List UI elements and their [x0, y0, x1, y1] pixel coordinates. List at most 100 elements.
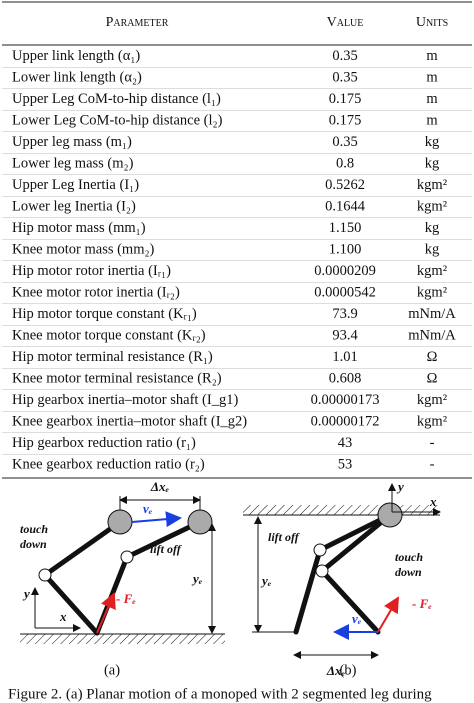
units-cell: m	[426, 91, 438, 107]
units-cell: kgm²	[417, 413, 448, 429]
value-cell: 0.0000542	[314, 284, 376, 300]
hip	[377, 502, 403, 528]
knee	[120, 550, 134, 564]
units-cell: m	[426, 48, 438, 64]
units-cell: kg	[425, 241, 440, 257]
parameter-cell: Hip motor mass (mm₁)	[12, 220, 146, 236]
parameter-cell: Hip motor terminal resistance (R₁)	[12, 349, 213, 365]
ceiling	[243, 505, 440, 515]
parameter-cell: Knee gearbox inertia–motor shaft (I_g2)	[12, 413, 247, 429]
label: Δxₑ	[150, 479, 170, 494]
units-cell: kgm²	[417, 198, 448, 214]
units-cell: -	[430, 435, 435, 451]
parameter-cell: Lower leg Inertia (I₂)	[12, 198, 136, 214]
knee	[315, 564, 329, 578]
label: down	[20, 537, 47, 551]
value-cell: 1.100	[329, 241, 362, 257]
parameter-cell: Hip motor torque constant (Kᵣ₁)	[12, 306, 197, 322]
parameter-table: Parameter Value Units Upper link length …	[2, 1, 472, 479]
value-cell: 0.35	[332, 69, 357, 85]
parameter-cell: Lower Leg CoM-to-hip distance (l₂)	[12, 112, 223, 128]
parameter-cell: Knee motor rotor inertia (Iᵣ₂)	[12, 284, 180, 300]
parameter-cell: Upper Leg CoM-to-hip distance (l₁)	[12, 91, 221, 107]
label: touch	[395, 550, 423, 564]
label: y	[396, 479, 404, 494]
parameter-cell: Lower link length (α₂)	[12, 69, 142, 85]
value-cell: 0.00000172	[311, 413, 380, 429]
value-cell: 0.1644	[325, 198, 366, 214]
parameter-cell: Hip motor rotor inertia (Iᵣ₁)	[12, 263, 171, 279]
label: vₑ	[143, 501, 153, 516]
value-cell: 0.35	[332, 48, 357, 64]
parameter-cell: Knee motor terminal resistance (R₂)	[12, 370, 222, 386]
figure: touch down lift off Δxₑ vₑ - Fₑ yₑ y x (…	[20, 479, 441, 678]
parameter-cell: Knee gearbox reduction ratio (r₂)	[12, 456, 205, 472]
value-cell: 0.5262	[325, 177, 365, 193]
velocity-arrow	[131, 511, 182, 528]
label: - Fₑ	[116, 591, 136, 606]
value-cell: 0.00000173	[311, 392, 380, 408]
value-cell: 43	[338, 435, 353, 451]
leg	[94, 519, 203, 636]
value-cell: 1.01	[332, 349, 357, 365]
caption: Figure 2. (a) Planar motion of a monoped…	[8, 686, 432, 702]
leg	[41, 519, 123, 636]
units-cell: Ω	[427, 349, 438, 365]
label: Δxₑ	[326, 663, 346, 678]
header-cell: Units	[416, 15, 448, 30]
label: x	[429, 494, 437, 509]
units-cell: Ω	[427, 370, 438, 386]
value-cell: 0.8	[336, 155, 354, 171]
parameter-cell: Knee motor mass (mm₂)	[12, 241, 155, 257]
value-cell: 1.150	[329, 220, 362, 236]
value-cell: 0.0000209	[314, 263, 376, 279]
force-arrow	[96, 592, 116, 634]
panel-label: (a)	[104, 662, 120, 678]
label: lift off	[268, 530, 300, 544]
units-cell: kg	[425, 134, 440, 150]
header-cell: Value	[327, 15, 364, 30]
units-cell: kgm²	[417, 284, 448, 300]
panel-label: (b)	[340, 662, 357, 678]
value-cell: 53	[338, 456, 353, 472]
hip	[107, 509, 133, 535]
value-cell: 0.608	[329, 370, 362, 386]
units-cell: kgm²	[417, 263, 448, 279]
parameter-cell: Hip gearbox reduction ratio (r₁)	[12, 435, 196, 451]
parameter-cell: Lower leg mass (m₂)	[12, 155, 134, 171]
force-arrow	[377, 596, 400, 633]
units-cell: mNm/A	[408, 306, 456, 322]
parameter-cell: Upper leg mass (m₁)	[12, 134, 132, 150]
label: - Fₑ	[412, 596, 432, 611]
label: yₑ	[191, 571, 203, 586]
knee	[38, 568, 52, 582]
label: down	[395, 565, 422, 579]
value-cell: 73.9	[332, 306, 357, 322]
knee	[313, 543, 327, 557]
label: yₑ	[260, 573, 272, 588]
units-cell: kgm²	[417, 177, 448, 193]
value-cell: 0.175	[329, 91, 362, 107]
value-cell: 93.4	[332, 327, 358, 343]
label: y	[22, 586, 30, 601]
value-cell: 0.175	[329, 112, 362, 128]
parameter-cell: Knee motor torque constant (Kᵣ₂)	[12, 327, 206, 343]
label: x	[59, 609, 67, 624]
units-cell: kg	[425, 220, 440, 236]
units-cell: kgm²	[417, 392, 448, 408]
hip	[187, 509, 213, 535]
leg	[293, 512, 393, 635]
label: touch	[20, 522, 48, 536]
parameter-cell: Upper Leg Inertia (I₁)	[12, 177, 139, 193]
label: vₑ	[352, 611, 362, 626]
units-cell: m	[426, 112, 438, 128]
label: lift off	[150, 542, 182, 556]
units-cell: m	[426, 69, 438, 85]
parameter-cell: Upper link length (α₁)	[12, 48, 140, 64]
ground	[20, 634, 225, 644]
units-cell: mNm/A	[408, 327, 456, 343]
header-cell: Parameter	[106, 15, 169, 30]
units-cell: kg	[425, 155, 440, 171]
value-cell: 0.35	[332, 134, 357, 150]
